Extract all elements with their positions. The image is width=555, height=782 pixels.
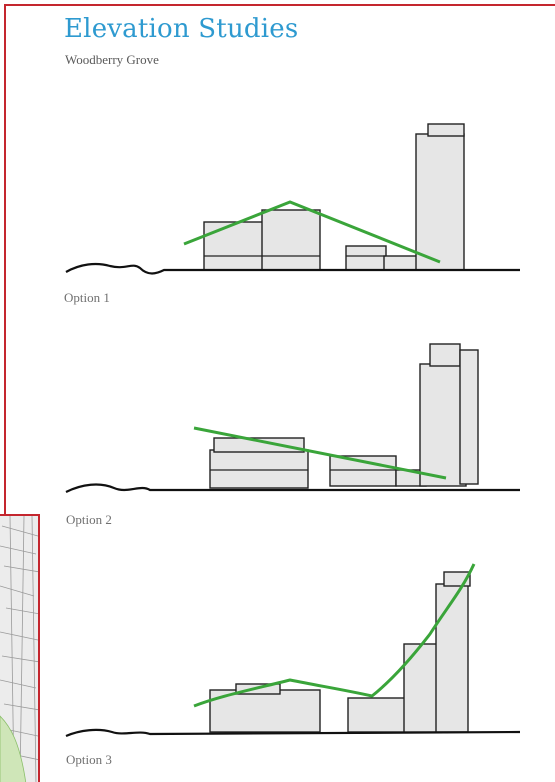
ground-line	[65, 728, 521, 738]
building-block	[209, 449, 309, 489]
option-label-3: Option 3	[66, 752, 112, 767]
ground-line	[65, 262, 520, 275]
tower-block	[419, 363, 467, 487]
tower-top	[427, 123, 465, 137]
site-map-inset	[0, 514, 40, 782]
page-subtitle: Woodberry Grove	[65, 52, 159, 67]
tower-side	[459, 349, 479, 485]
massing-line	[183, 200, 441, 264]
ground-line	[65, 483, 520, 493]
site-map-graphic	[0, 516, 38, 782]
massing-line	[193, 426, 447, 480]
building-block	[347, 697, 407, 733]
page-frame	[4, 4, 555, 780]
building-block	[213, 437, 305, 453]
building-block	[209, 689, 321, 733]
tower-block	[415, 133, 465, 271]
page-title: Elevation Studies	[64, 14, 299, 44]
option-label-1: Option 1	[64, 290, 110, 305]
building-block	[203, 221, 265, 271]
option-label-2: Option 2	[66, 512, 112, 527]
tower-block	[435, 583, 469, 733]
massing-line	[193, 563, 476, 708]
